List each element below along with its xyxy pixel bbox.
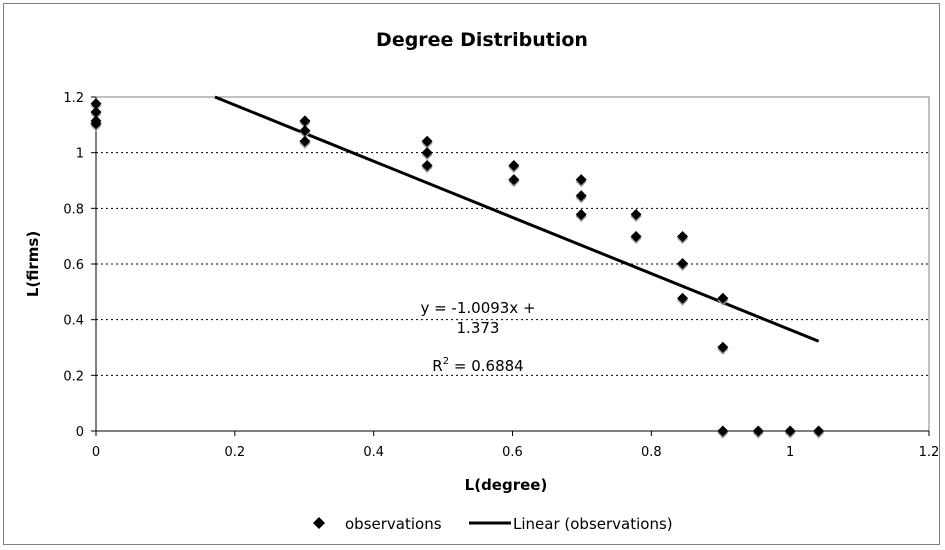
y-tick-label: 0.8	[63, 202, 84, 217]
x-tick-label: 0.2	[224, 445, 245, 460]
y-tick-label: 1	[76, 147, 84, 162]
data-point	[575, 174, 587, 186]
data-point	[717, 425, 729, 437]
chart-area	[3, 3, 940, 545]
r-squared-label: R2 = 0.6884	[432, 356, 523, 375]
data-point	[630, 230, 642, 242]
equation-line-2: 1.373	[457, 319, 500, 337]
x-tick-labels: 0 0.2 0.4 0.6 0.8 1 1.2	[92, 445, 939, 460]
x-tick-label: 1	[786, 445, 794, 460]
r-squared-superscript: 2	[443, 356, 449, 367]
data-point	[299, 125, 311, 137]
data-point	[90, 98, 102, 110]
observation-points	[90, 98, 825, 439]
r-squared-symbol: R	[432, 357, 442, 375]
y-tick-label: 0.6	[63, 258, 84, 273]
data-point	[299, 115, 311, 127]
legend-label-linear: Linear (observations)	[513, 515, 673, 533]
equation-line-1: y = -1.0093x +	[420, 299, 535, 317]
y-tick-label: 0.2	[63, 369, 84, 384]
data-point	[677, 292, 689, 304]
data-point	[421, 147, 433, 159]
data-point	[508, 174, 520, 186]
data-point	[508, 159, 520, 171]
y-axis-title: L(firms)	[24, 231, 42, 297]
data-point	[677, 230, 689, 242]
legend-label-observations: observations	[345, 515, 442, 533]
data-point	[575, 208, 587, 220]
y-tick-labels: 0 0.2 0.4 0.6 0.8 1 1.2	[63, 91, 84, 440]
data-point	[752, 425, 764, 437]
y-tick-label: 1.2	[63, 91, 84, 106]
x-tick-label: 0.8	[641, 445, 662, 460]
regression-equation: y = -1.0093x + 1.373 R2 = 0.6884	[420, 299, 535, 375]
x-tick-label: 0.6	[502, 445, 523, 460]
axes	[91, 96, 930, 436]
x-tick-label: 1.2	[919, 445, 940, 460]
legend-marker-diamond	[313, 517, 325, 529]
data-point	[813, 425, 825, 437]
data-point	[717, 292, 729, 304]
data-point	[421, 135, 433, 147]
data-point	[90, 118, 102, 130]
x-tick-label: 0	[92, 445, 100, 460]
x-axis-title: L(degree)	[465, 476, 548, 494]
data-point	[575, 190, 587, 202]
r-squared-value: = 0.6884	[449, 357, 524, 375]
y-tick-label: 0.4	[63, 314, 84, 329]
x-tick-label: 0.4	[363, 445, 384, 460]
gridlines	[96, 96, 929, 376]
y-tick-label: 0	[76, 425, 84, 440]
data-point	[421, 159, 433, 171]
chart-title: Degree Distribution	[376, 29, 588, 51]
data-point	[717, 341, 729, 353]
data-point	[299, 135, 311, 147]
legend: observations Linear (observations)	[313, 515, 673, 533]
data-point	[90, 106, 102, 118]
data-point	[784, 425, 796, 437]
data-point	[630, 208, 642, 220]
data-point	[677, 257, 689, 269]
